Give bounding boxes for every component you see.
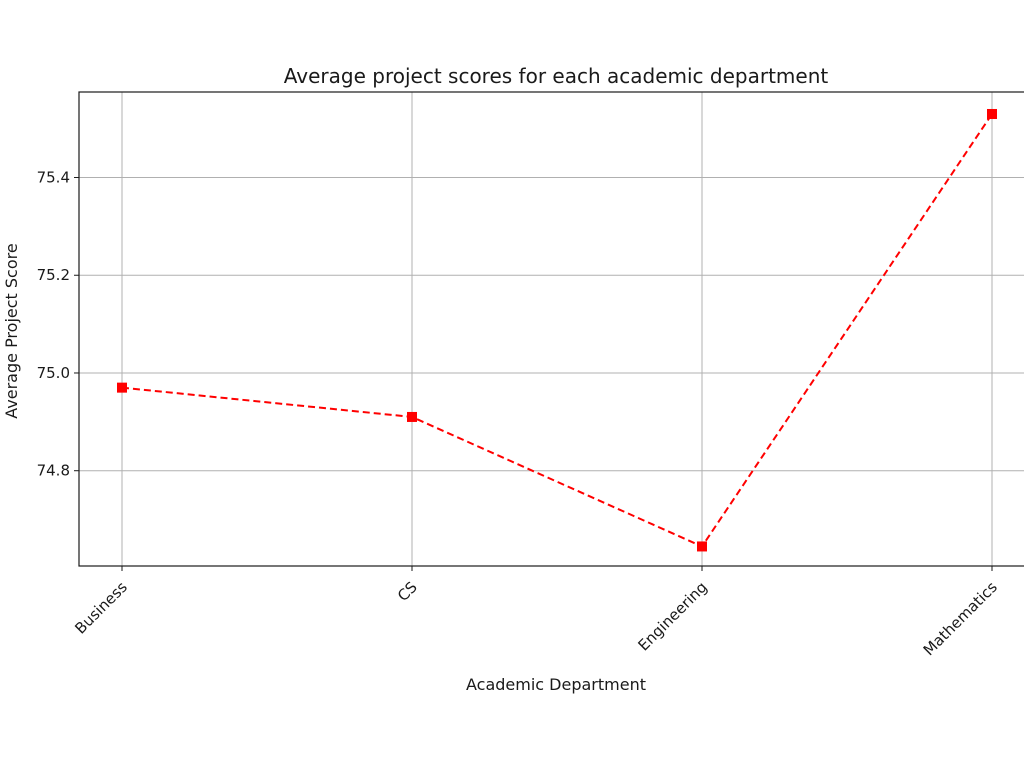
y-tick-label: 75.0 bbox=[37, 364, 70, 382]
x-axis-label: Academic Department bbox=[466, 675, 646, 694]
data-point-marker bbox=[987, 108, 997, 119]
data-point-marker bbox=[117, 382, 127, 393]
chart-title: Average project scores for each academic… bbox=[284, 64, 829, 88]
x-tick-label: Engineering bbox=[634, 578, 710, 654]
plot-area-frame bbox=[78, 91, 1024, 567]
data-point-marker bbox=[697, 541, 707, 552]
y-tick-label: 75.2 bbox=[37, 266, 70, 284]
data-point-marker bbox=[407, 411, 417, 422]
axis-ticks: Business CS Engineering Mathematics 74.8 75.0… bbox=[37, 169, 1001, 660]
x-tick-label: Business bbox=[71, 578, 131, 638]
series-line bbox=[121, 113, 993, 548]
x-tick-label: Mathematics bbox=[920, 578, 1001, 659]
series-layer bbox=[117, 108, 997, 552]
y-axis-label: Average Project Score bbox=[2, 243, 21, 418]
grid bbox=[79, 92, 1024, 566]
y-tick-label: 74.8 bbox=[37, 462, 70, 480]
y-tick-label: 75.4 bbox=[37, 169, 70, 187]
x-tick-label: CS bbox=[394, 578, 421, 605]
